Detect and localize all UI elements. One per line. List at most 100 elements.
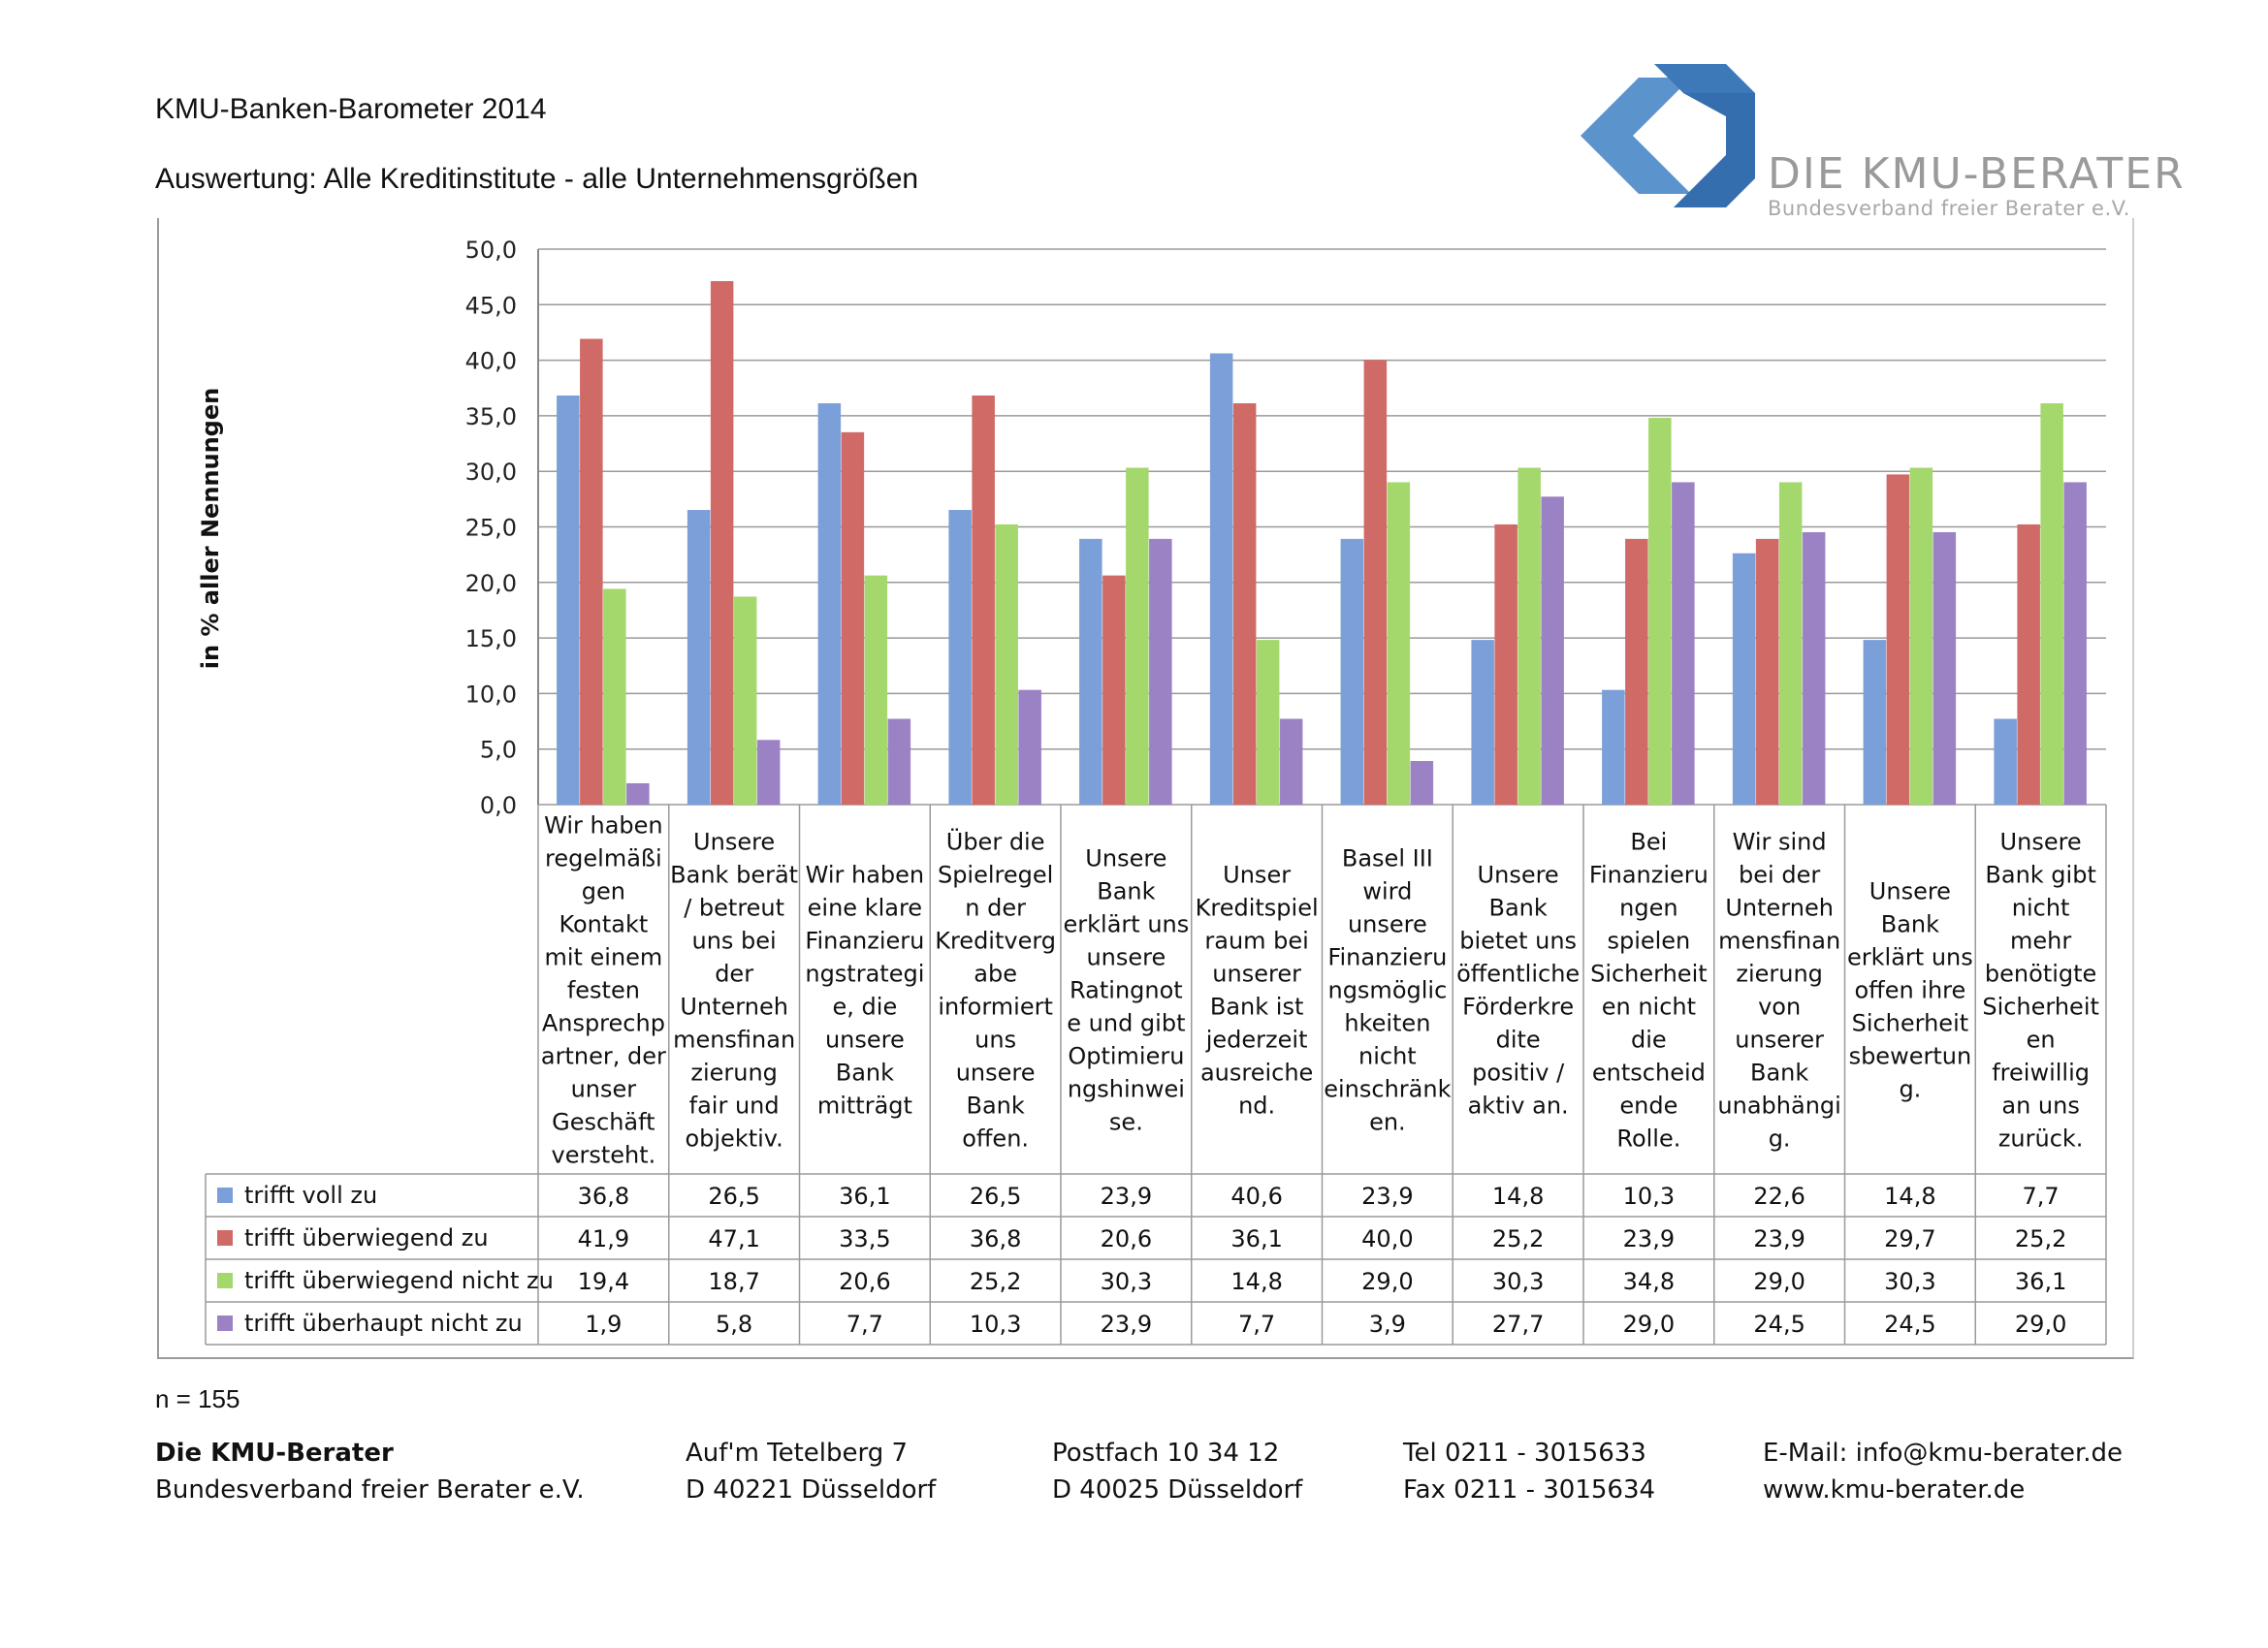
category-label: Unsere Bank bietet uns öffentliche Förderkre… xyxy=(1456,862,1580,1120)
legend-swatch xyxy=(217,1273,233,1288)
bar xyxy=(1410,761,1434,806)
table-value: 1,9 xyxy=(585,1311,622,1338)
bar xyxy=(1802,531,1826,806)
category-label: Unser Kreditspiel raum bei unserer Bank ist j… xyxy=(1196,862,1319,1120)
bar xyxy=(1471,640,1494,806)
y-tick-label: 10,0 xyxy=(465,681,517,708)
footer-address: Auf'm Tetelberg 7 D 40221 Düsseldorf xyxy=(686,1435,936,1508)
footer-street: Auf'm Tetelberg 7 xyxy=(686,1439,909,1468)
bar xyxy=(1209,353,1233,806)
y-tick-label: 30,0 xyxy=(465,459,517,486)
table-value: 26,5 xyxy=(970,1183,1021,1210)
table-value: 7,7 xyxy=(2023,1183,2060,1210)
sample-size: n = 155 xyxy=(155,1384,240,1413)
footer-fax: Fax 0211 - 3015634 xyxy=(1403,1475,1656,1505)
footer-contact: E-Mail: info@kmu-berater.de www.kmu-bera… xyxy=(1763,1435,2123,1508)
y-tick-label: 0,0 xyxy=(480,792,517,819)
bar xyxy=(1732,553,1756,806)
page-title: KMU-Banken-Barometer 2014 xyxy=(155,93,547,125)
legend-swatch xyxy=(217,1230,233,1246)
table-value: 30,3 xyxy=(1884,1268,1935,1295)
table-value: 20,6 xyxy=(1101,1225,1152,1252)
bar xyxy=(1363,360,1388,806)
table-value: 23,9 xyxy=(1361,1183,1413,1210)
table-value: 36,8 xyxy=(578,1183,629,1210)
table-value: 27,7 xyxy=(1492,1311,1544,1338)
category-label: Unsere Bank erklärt uns unsere Ratingnot e un… xyxy=(1064,845,1190,1136)
category-label: Wir haben regelmäßi gen Kontakt mit einem fes… xyxy=(541,812,666,1169)
table-value: 30,3 xyxy=(1492,1268,1544,1295)
bar xyxy=(1340,538,1364,806)
bar xyxy=(1494,523,1517,806)
footer-phone: Tel 0211 - 3015633 Fax 0211 - 3015634 xyxy=(1403,1435,1655,1508)
bar xyxy=(1517,467,1541,806)
table-value: 7,7 xyxy=(847,1311,883,1338)
table-value: 23,9 xyxy=(1101,1311,1152,1338)
table-value: 19,4 xyxy=(578,1268,629,1295)
table-value: 20,6 xyxy=(839,1268,890,1295)
y-tick-label: 5,0 xyxy=(480,737,517,764)
bar xyxy=(1149,538,1172,806)
bar xyxy=(1672,482,1695,806)
bar xyxy=(1863,640,1887,806)
bar xyxy=(2040,403,2063,806)
bar xyxy=(841,431,865,806)
bar xyxy=(1778,482,1803,806)
category-label: Unsere Bank berät / betreut uns bei der Unter… xyxy=(670,829,798,1153)
legend-label: trifft überwiegend nicht zu xyxy=(244,1267,554,1294)
bar xyxy=(1648,417,1672,806)
table-value: 14,8 xyxy=(1230,1268,1282,1295)
table-value: 29,0 xyxy=(2015,1311,2066,1338)
y-axis-label: in % aller Nennungen xyxy=(197,388,224,669)
table-value: 14,8 xyxy=(1492,1183,1544,1210)
footer-web[interactable]: www.kmu-berater.de xyxy=(1763,1475,2026,1505)
bar xyxy=(972,396,995,806)
y-tick-label: 20,0 xyxy=(465,570,517,597)
legend-swatch xyxy=(217,1315,233,1331)
y-tick-label: 15,0 xyxy=(465,625,517,652)
bar xyxy=(1387,482,1411,806)
table-value: 40,6 xyxy=(1230,1183,1282,1210)
bar xyxy=(1886,474,1910,806)
table-value: 41,9 xyxy=(578,1225,629,1252)
bar xyxy=(1602,689,1625,806)
bar xyxy=(1018,689,1041,806)
table-value: 29,0 xyxy=(1361,1268,1413,1295)
category-label: Wir sind bei der Unterneh mensfinan zierung v… xyxy=(1717,829,1840,1153)
footer-pobox: Postfach 10 34 12 D 40025 Düsseldorf xyxy=(1052,1435,1302,1508)
bar xyxy=(864,575,888,806)
bar xyxy=(887,718,911,806)
bar xyxy=(756,740,781,806)
footer-email[interactable]: E-Mail: info@kmu-berater.de xyxy=(1763,1439,2124,1468)
bar xyxy=(995,523,1018,806)
footer-pobox-number: Postfach 10 34 12 xyxy=(1052,1439,1280,1468)
y-tick-label: 25,0 xyxy=(465,515,517,542)
bar xyxy=(557,396,580,806)
legend-label: trifft überwiegend zu xyxy=(244,1224,489,1252)
bar xyxy=(1279,718,1303,806)
table-value: 23,9 xyxy=(1101,1183,1152,1210)
bar xyxy=(1541,496,1564,806)
chart-frame: 0,0 5,0 10,0 15,0 20,0 25,0 30,0 35,0 40,0 45,0 50… xyxy=(157,218,2134,1359)
bar-chart: 0,0 5,0 10,0 15,0 20,0 25,0 30,0 35,0 40,0 45,0 50… xyxy=(197,237,2107,1346)
table-value: 10,3 xyxy=(970,1311,1021,1338)
table-value: 14,8 xyxy=(1884,1183,1935,1210)
footer-tel: Tel 0211 - 3015633 xyxy=(1403,1439,1646,1468)
bar xyxy=(2017,523,2040,806)
footer-city: D 40221 Düsseldorf xyxy=(686,1475,937,1505)
bar xyxy=(710,280,734,806)
table-value: 25,2 xyxy=(2015,1225,2066,1252)
y-tick-label: 45,0 xyxy=(465,292,517,319)
bar xyxy=(1256,640,1280,806)
bar xyxy=(1933,531,1957,806)
legend-swatch xyxy=(217,1188,233,1203)
logo-name: DIE KMU-BERATER xyxy=(1768,149,2186,199)
bar xyxy=(1232,403,1257,806)
table-value: 36,1 xyxy=(1230,1225,1282,1252)
bar xyxy=(948,510,972,806)
bar xyxy=(1079,538,1102,806)
bar xyxy=(580,338,603,806)
bar xyxy=(1755,538,1779,806)
y-tick-label: 40,0 xyxy=(465,348,517,375)
bar xyxy=(2063,482,2087,806)
